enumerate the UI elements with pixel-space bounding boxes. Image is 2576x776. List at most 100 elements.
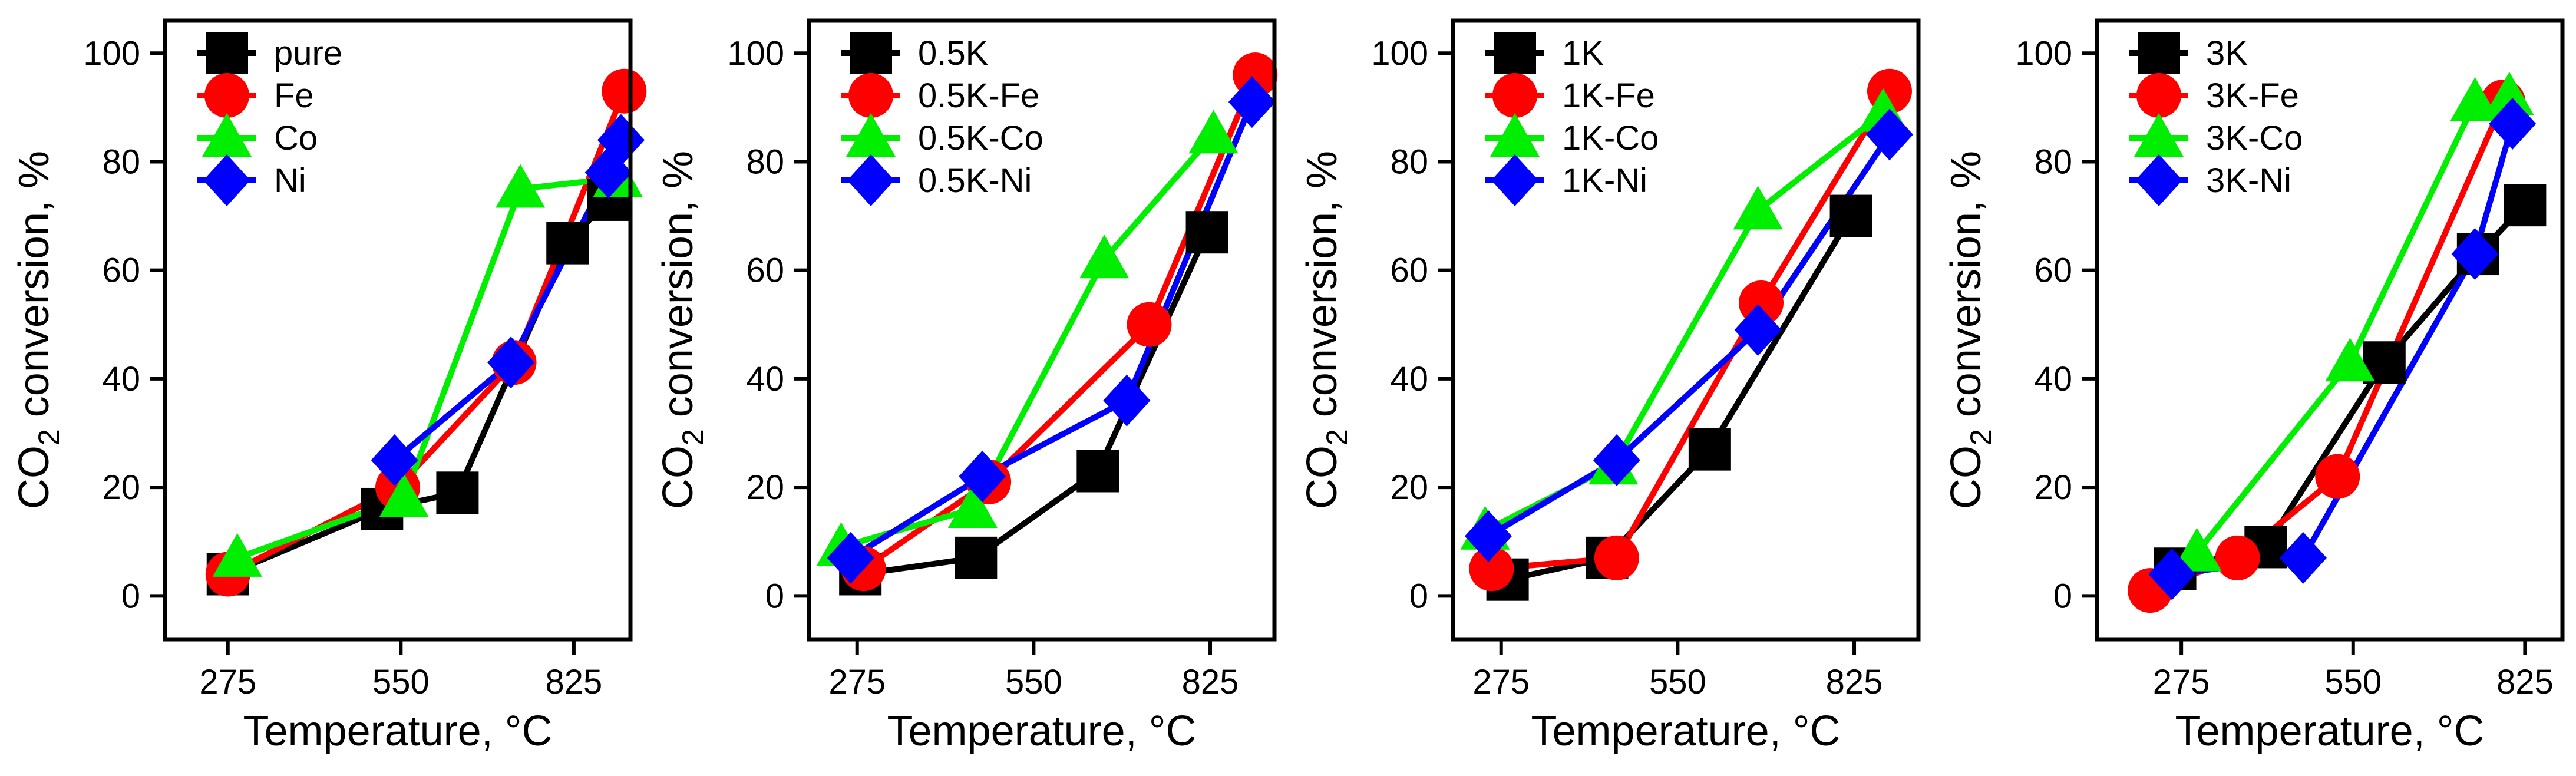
legend-label-3K-Ni: 3K-Ni: [2206, 161, 2291, 200]
y-tick-label: 80: [746, 143, 784, 181]
legend-label-1K: 1K: [1562, 34, 1604, 72]
data-point-Co-3: [496, 164, 546, 208]
data-point-0.5K-3: [1076, 450, 1119, 493]
data-point-1K-Fe-2: [1594, 535, 1639, 580]
legend: 1K 1K-Fe 1K-Co 1K-Ni: [1485, 32, 1659, 206]
plot-frame: [2095, 18, 2565, 642]
y-tick-label: 60: [1390, 252, 1428, 290]
y-axis-label-suffix: conversion, %: [655, 151, 702, 429]
x-tick-label: 825: [1182, 663, 1239, 701]
legend-marker-Ni: [203, 154, 250, 206]
data-point-1K-Ni-1: [1464, 510, 1512, 562]
y-axis-label-subscript: 2: [32, 429, 65, 445]
y-axis-label-subscript: 2: [1320, 429, 1353, 445]
x-tick-label: 825: [1826, 663, 1883, 701]
legend-marker-1K-Co: [1490, 113, 1540, 157]
data-point-1K-4: [1829, 194, 1872, 237]
legend-label-1K-Ni: 1K-Ni: [1562, 161, 1647, 200]
y-axis-label-subscript: 2: [676, 429, 709, 445]
legend-label-0.5K: 0.5K: [918, 34, 989, 72]
y-axis-label: CO2 conversion, %: [655, 151, 709, 509]
series-line-0.5K-Ni: [847, 99, 1255, 561]
x-tick-label: 550: [372, 663, 430, 701]
data-point-3K-Co-1: [2172, 527, 2222, 572]
x-tick-label: 550: [1005, 663, 1062, 701]
chart-panel-2: 0 20 40 60 80 100 275 550 825 Temperature, °C CO2 …: [655, 18, 1278, 755]
legend-marker-0.5K: [850, 32, 892, 74]
data-point-0.5K-Co-3: [1079, 235, 1130, 279]
y-tick-label: 20: [1390, 468, 1428, 507]
data-point-1K-Ni-4: [1865, 108, 1913, 161]
data-point-0.5K-Fe-3: [1127, 302, 1172, 347]
x-axis-label: Temperature, °C: [2175, 708, 2485, 755]
legend-marker-Fe: [204, 73, 249, 118]
data-point-0.5K-Ni-2: [959, 450, 1006, 503]
series-group: [205, 68, 647, 597]
legend-marker-0.5K-Fe: [848, 73, 893, 118]
data-point-3K-Ni-1: [2148, 548, 2196, 600]
y-tick-label: 100: [83, 34, 140, 72]
y-axis-label-suffix: conversion, %: [11, 151, 58, 429]
data-point-3K-Co-4: [2484, 71, 2534, 115]
x-tick-label: 275: [2153, 663, 2210, 701]
series-group: [816, 52, 1278, 596]
x-tick-label: 825: [546, 663, 603, 701]
y-tick-label: 40: [102, 360, 140, 398]
y-axis-label-prefix: CO: [655, 445, 702, 509]
legend-label-3K-Co: 3K-Co: [2206, 119, 2303, 157]
y-tick-label: 40: [746, 360, 784, 398]
data-point-pure-3: [436, 471, 479, 514]
x-tick-label: 275: [828, 663, 886, 701]
legend-label-3K: 3K: [2206, 34, 2248, 72]
y-tick-label: 0: [765, 577, 784, 615]
y-tick-label: 0: [121, 577, 140, 615]
y-axis-label-subscript: 2: [1964, 429, 1997, 445]
y-tick-label: 0: [2053, 577, 2072, 615]
y-tick-label: 20: [746, 468, 784, 507]
data-point-1K-Ni-2: [1593, 434, 1640, 487]
y-axis-label-suffix: conversion, %: [1943, 151, 1990, 429]
legend: 0.5K 0.5K-Fe 0.5K-Co 0.5K-Ni: [841, 32, 1043, 206]
legend-label-0.5K-Ni: 0.5K-Ni: [918, 161, 1032, 200]
y-tick-label: 20: [2034, 468, 2072, 507]
legend-label-0.5K-Fe: 0.5K-Fe: [918, 77, 1039, 115]
y-tick-label: 60: [746, 252, 784, 290]
data-point-0.5K-4: [1185, 211, 1228, 254]
plot-frame: [807, 18, 1277, 642]
data-point-3K-5: [2504, 184, 2547, 227]
legend-marker-pure: [206, 32, 248, 74]
legend-marker-1K-Fe: [1492, 73, 1537, 118]
chart-panel-3: 0 20 40 60 80 100 275 550 825 Temperature, °C CO2 …: [1299, 18, 1921, 755]
data-point-0.5K-2: [955, 536, 998, 579]
legend-label-0.5K-Co: 0.5K-Co: [918, 119, 1043, 157]
data-point-1K-Ni-3: [1734, 304, 1782, 356]
data-point-3K-Fe-3: [2315, 454, 2360, 499]
data-point-1K-3: [1688, 428, 1731, 471]
legend: pure Fe Co Ni: [197, 32, 342, 206]
y-tick-label: 20: [102, 468, 140, 507]
series-group: [1460, 68, 1913, 601]
series-line-1K-Co: [1482, 110, 1887, 534]
legend-label-Ni: Ni: [274, 161, 306, 200]
series-line-0.5K: [857, 229, 1210, 577]
data-point-Ni-4: [597, 114, 645, 166]
legend-marker-1K: [1494, 32, 1536, 74]
data-point-3K-Ni-4: [2489, 98, 2537, 150]
y-axis-label: CO2 conversion, %: [1943, 151, 1997, 509]
chart-panel-1: 0 20 40 60 80 100 275 550 825 Temperature, °C CO2 …: [11, 18, 647, 755]
data-point-pure-4: [546, 222, 589, 265]
y-axis-label: CO2 conversion, %: [11, 151, 65, 509]
y-tick-label: 40: [2034, 360, 2072, 398]
series-line-0.5K-Co: [838, 131, 1217, 550]
data-point-Co-2: [379, 473, 429, 517]
y-tick-label: 80: [2034, 143, 2072, 181]
x-tick-label: 275: [199, 663, 256, 701]
data-point-3K-Ni-2: [2279, 531, 2327, 584]
data-point-3K-Ni-3: [2451, 228, 2499, 280]
x-tick-label: 550: [1649, 663, 1706, 701]
y-tick-label: 80: [102, 143, 140, 181]
legend-marker-3K: [2138, 32, 2180, 74]
legend-marker-0.5K-Co: [846, 113, 896, 157]
y-tick-label: 60: [102, 252, 140, 290]
